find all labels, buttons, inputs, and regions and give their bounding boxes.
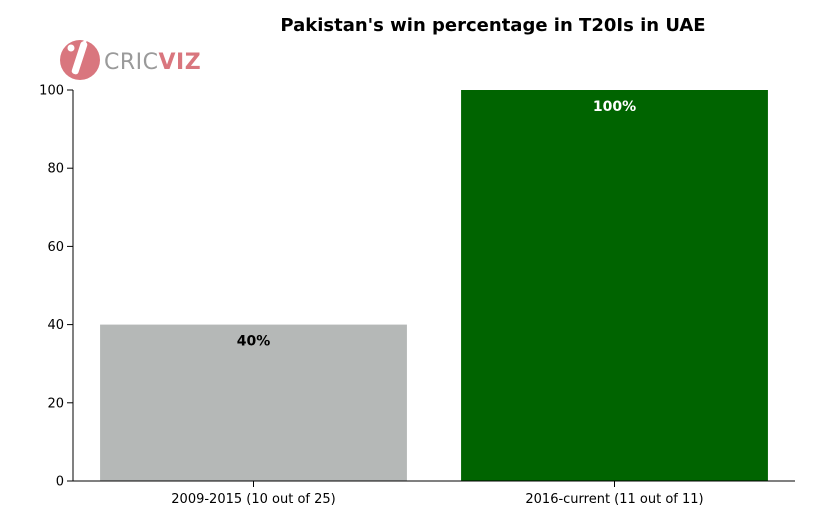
logo-text-viz: VIZ (159, 50, 202, 75)
y-tick-label: 20 (47, 396, 64, 411)
y-tick-label: 100 (39, 84, 64, 99)
bar (100, 324, 407, 481)
y-tick-label: 40 (47, 318, 64, 333)
chart-title: Pakistan's win percentage in T20Is in UA… (280, 15, 705, 36)
plot-area: 40% 2009-2015 (10 out of 25) 100% 2016-curr… (39, 84, 795, 507)
cricviz-logo: CRICVIZ (60, 33, 201, 80)
logo-text-cric: CRIC (104, 50, 159, 75)
y-tick-label: 0 (56, 475, 64, 490)
bar-data-label: 40% (237, 334, 271, 350)
x-tick-label: 2016-current (11 out of 11) (525, 492, 703, 507)
y-tick-label: 60 (47, 240, 64, 255)
y-tick-label: 80 (47, 162, 64, 177)
bar (461, 90, 768, 481)
bar-data-label: 100% (593, 99, 636, 115)
cricket-bat-ball-icon (60, 33, 100, 80)
x-tick-label: 2009-2015 (10 out of 25) (171, 492, 335, 507)
logo-text: CRICVIZ (104, 50, 201, 75)
